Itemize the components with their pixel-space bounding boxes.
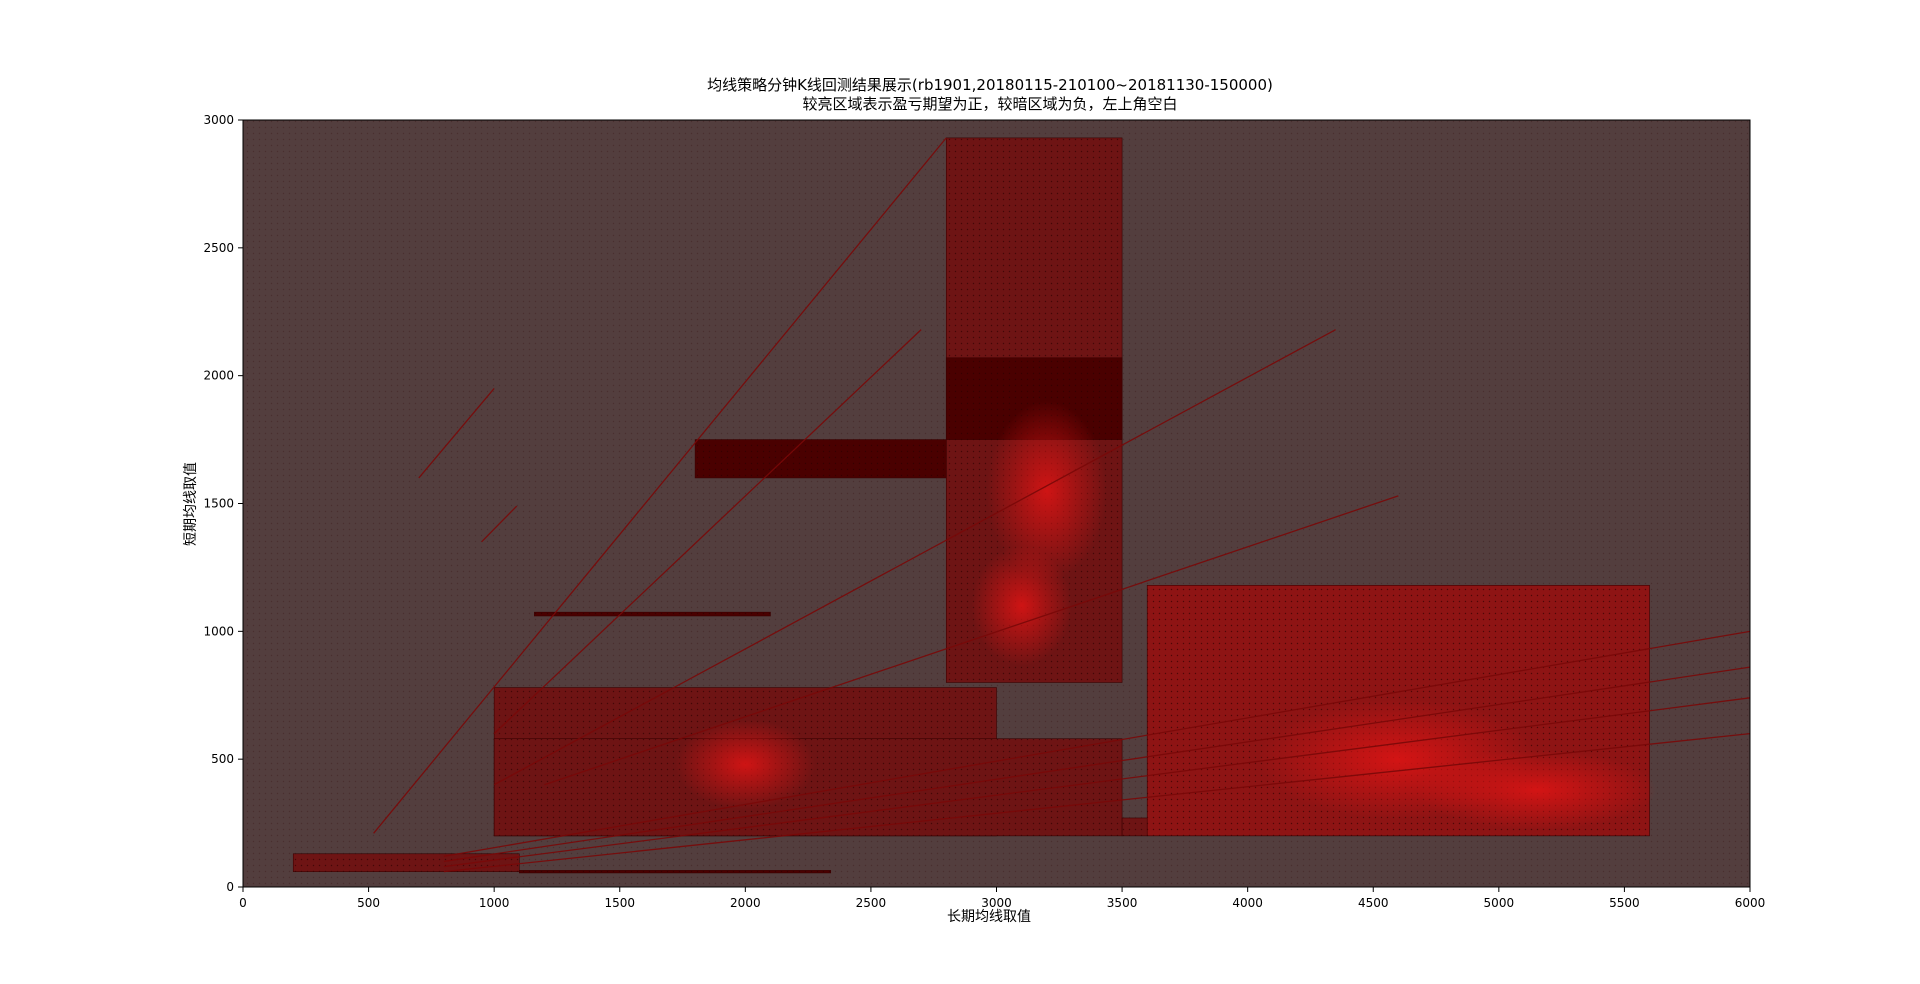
x-tick-label: 1000 [479, 896, 510, 910]
diagonal-streak [443, 732, 1751, 873]
x-tick-label: 6000 [1735, 896, 1766, 910]
chart-title: 均线策略分钟K线回测结果展示(rb1901,20180115-210100~20… [0, 76, 1920, 114]
x-tick-label: 3500 [1107, 896, 1138, 910]
diagonal-streak [443, 666, 1751, 863]
x-tick-label: 5500 [1609, 896, 1640, 910]
diagonal-streak [493, 329, 1336, 786]
y-tick-label: 2000 [203, 369, 234, 383]
diagonal-streak [544, 495, 1399, 786]
chart-title-line-1: 均线策略分钟K线回测结果展示(rb1901,20180115-210100~20… [707, 76, 1273, 94]
diagonal-streak [493, 329, 922, 735]
x-tick-label: 4000 [1232, 896, 1263, 910]
diagonal-streak [418, 388, 495, 479]
plot-area [242, 119, 1751, 888]
x-tick-label: 500 [357, 896, 380, 910]
bright-spot [675, 719, 816, 810]
heat-region-texture [1122, 817, 1148, 836]
bright-spot [971, 545, 1072, 666]
y-tick-label: 1500 [203, 497, 234, 511]
y-tick-label: 0 [226, 880, 234, 894]
y-axis-label: 短期均线取值 [183, 462, 199, 546]
x-tick-label: 5000 [1484, 896, 1515, 910]
heat-region-texture [293, 853, 520, 872]
x-tick-label: 1500 [604, 896, 635, 910]
chart-subtitle: 较亮区域表示盈亏期望为正，较暗区域为负，左上角空白 [802, 95, 1178, 113]
diagonal-streak [481, 505, 518, 543]
diagonal-streak [373, 137, 947, 834]
y-tick-label: 1000 [203, 624, 234, 638]
x-tick-label: 2000 [730, 896, 761, 910]
y-tick-label: 500 [211, 752, 234, 766]
diagonal-streak [443, 697, 1751, 868]
bright-spot [1416, 749, 1657, 830]
x-tick-label: 0 [239, 896, 247, 910]
y-axis: 0 500 1000 1500 2000 2500 3000 [203, 113, 243, 894]
x-tick-label: 3000 [981, 896, 1012, 910]
y-tick-label: 3000 [203, 113, 234, 127]
heat-region-texture [534, 612, 771, 616]
y-tick-label: 2500 [203, 241, 234, 255]
x-axis: 0 500 1000 1500 2000 2500 3000 3500 4000 4500 5000… [239, 887, 1765, 910]
heat-region-texture [519, 870, 831, 873]
x-tick-label: 2500 [856, 896, 887, 910]
x-tick-label: 4500 [1358, 896, 1389, 910]
bright-spot [986, 400, 1107, 581]
x-axis-label: 长期均线取值 [947, 909, 1031, 925]
diagonal-streak [443, 630, 1751, 857]
heat-region-texture [695, 439, 947, 478]
